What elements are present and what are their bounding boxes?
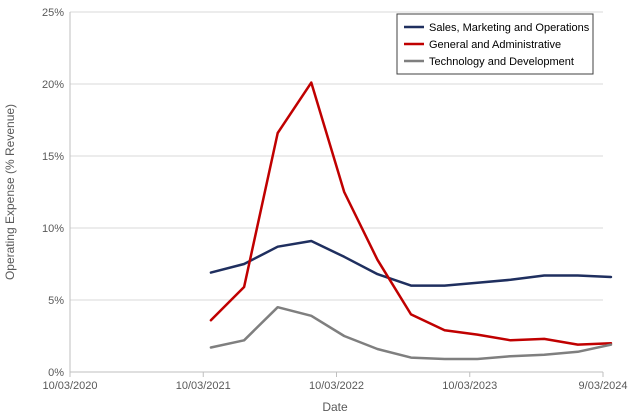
y-tick-label: 25% [42,7,64,19]
legend: Sales, Marketing and Operations General a… [396,13,594,75]
x-tick-label: 10/03/2023 [442,380,497,392]
y-axis-title: Operating Expense (% Revenue) [3,104,17,280]
series-lines [209,81,613,361]
y-tick-label: 20% [42,79,64,91]
y-tick-label: 15% [42,151,64,163]
series-line-2 [209,305,613,361]
x-tick-label: 9/03/2024 [579,380,628,392]
x-tick-label: 10/03/2022 [309,380,364,392]
x-axis-title: Date [322,400,348,414]
x-tick-label: 10/03/2020 [42,380,97,392]
x-tick-label: 10/03/2021 [176,380,231,392]
y-tick-label: 5% [48,295,64,307]
axes: 0% 5% 10% 15% 20% 25% 10/03/2020 10/03/2021 10/0… [42,7,628,392]
legend-box [396,13,594,75]
legend-label-1: General and Administrative [429,39,561,51]
legend-label-2: Technology and Development [429,56,574,68]
gridlines [70,11,603,301]
y-tick-label: 10% [42,223,64,235]
y-tick-label: 0% [48,367,64,379]
legend-label-0: Sales, Marketing and Operations [429,22,590,34]
series-line-1 [209,81,613,346]
series-line-0 [209,239,613,287]
